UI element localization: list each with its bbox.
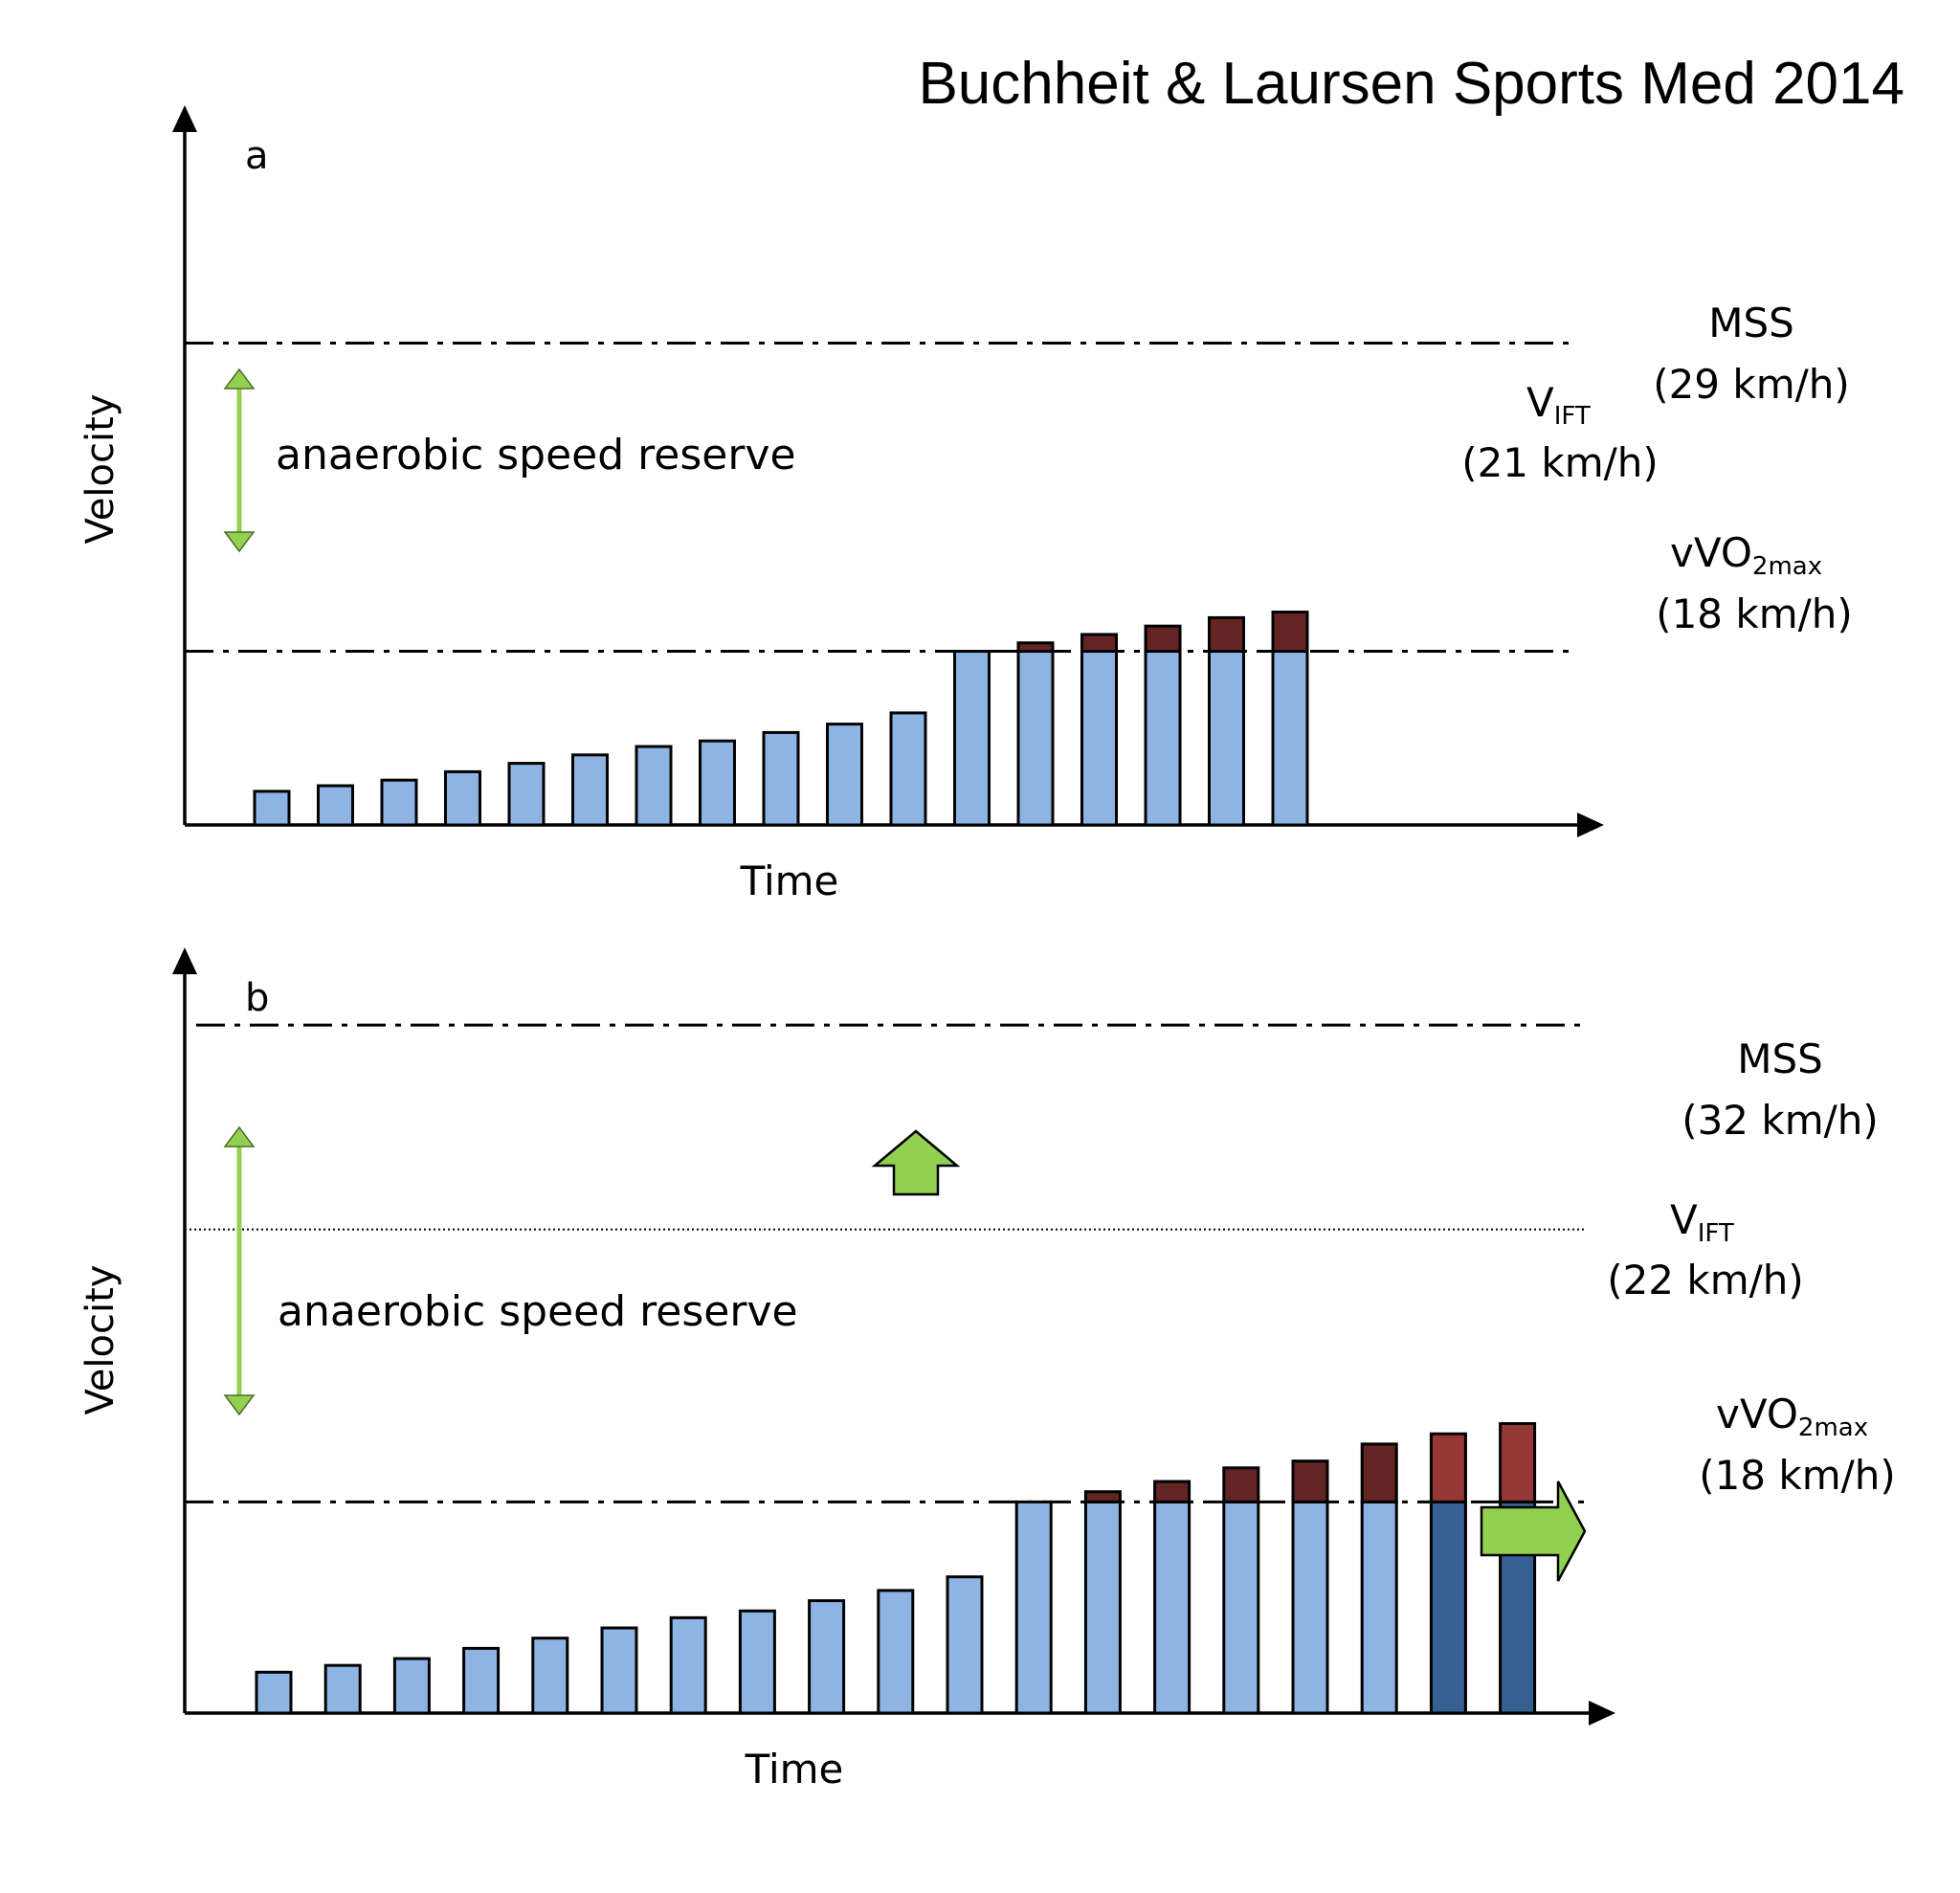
panel-a-mss-value: (29 km/h) xyxy=(1653,361,1850,408)
panel-b-mss-value: (32 km/h) xyxy=(1682,1097,1879,1144)
panel-b-vift-value: (22 km/h) xyxy=(1607,1257,1804,1303)
panel-b-bar-anaerobic-14 xyxy=(1153,1480,1192,1503)
panel-a-reserve-arrow xyxy=(223,367,256,553)
panel-a-bar-anaerobic-15 xyxy=(1144,624,1182,654)
panel-b-bar-aerobic-18 xyxy=(1429,1500,1467,1715)
panel-b-bar-aerobic-2 xyxy=(323,1663,362,1715)
panel-a-vvo2max-label: vVO2max xyxy=(1670,529,1822,581)
panel-b-bar-aerobic-8 xyxy=(738,1609,776,1715)
panel-a-bar-anaerobic-13 xyxy=(1016,641,1055,654)
panel-b-right-arrow xyxy=(1480,1481,1587,1582)
panel-b-bar-aerobic-12 xyxy=(1014,1500,1053,1715)
panel-b-up-arrow xyxy=(871,1129,961,1196)
panel-a-bar-aerobic-13 xyxy=(1016,650,1055,827)
panel-b-reserve-arrow xyxy=(223,1125,256,1416)
panel-b-xlabel: Time xyxy=(745,1746,844,1793)
panel-b-bar-aerobic-16 xyxy=(1291,1500,1329,1715)
panel-b-ylabel: Velocity xyxy=(78,1265,122,1415)
svg-text:vVO2max: vVO2max xyxy=(1716,1391,1868,1442)
panel-a-bar-aerobic-2 xyxy=(317,784,354,827)
panel-b-bar-aerobic-14 xyxy=(1153,1500,1192,1715)
panel-b-bar-aerobic-11 xyxy=(946,1575,984,1715)
panel-b-reserve-label: anaerobic speed reserve xyxy=(278,1287,798,1336)
panel-a-bar-aerobic-16 xyxy=(1208,650,1245,827)
panel-b-y-axis-arrowhead xyxy=(172,947,197,974)
panel-b-bars xyxy=(255,1422,1537,1715)
panel-a-bar-aerobic-14 xyxy=(1080,650,1118,827)
panel-b-bar-aerobic-7 xyxy=(669,1615,707,1715)
panel-b-mss-name: MSS xyxy=(1737,1036,1823,1082)
panel-a-bar-aerobic-8 xyxy=(699,739,736,827)
svg-text:vVO2max: vVO2max xyxy=(1670,529,1822,581)
panel-b-bar-aerobic-15 xyxy=(1222,1500,1260,1715)
panel-a-vift-label: VIFT xyxy=(1526,379,1591,431)
panel-b-bar-aerobic-13 xyxy=(1083,1500,1122,1715)
panel-a-ylabel: Velocity xyxy=(78,394,122,545)
panel-b: b Velocity Time anaerobic speed reserve … xyxy=(78,947,1896,1793)
figure-source-title: Buchheit & Laursen Sports Med 2014 xyxy=(918,51,1904,117)
panel-a-bar-aerobic-17 xyxy=(1271,650,1309,827)
panel-a-bar-aerobic-1 xyxy=(253,790,291,827)
panel-a-reserve-label: anaerobic speed reserve xyxy=(276,431,796,479)
panel-a-bar-aerobic-15 xyxy=(1144,650,1182,827)
panel-b-x-axis-arrowhead xyxy=(1589,1701,1615,1726)
panel-b-bar-anaerobic-13 xyxy=(1083,1490,1122,1503)
panel-a-bar-aerobic-12 xyxy=(953,650,991,827)
panel-a-mss-name: MSS xyxy=(1708,300,1794,346)
panel-a-bar-aerobic-4 xyxy=(444,769,481,827)
panel-b-bar-aerobic-17 xyxy=(1360,1500,1398,1715)
panel-a-bar-aerobic-5 xyxy=(507,762,546,827)
panel-b-bar-aerobic-10 xyxy=(877,1589,915,1715)
panel-a-bar-aerobic-6 xyxy=(571,753,609,827)
panel-a-bar-aerobic-9 xyxy=(762,730,800,827)
panel-b-bar-aerobic-5 xyxy=(531,1637,569,1715)
panel-a-x-axis-arrowhead xyxy=(1577,813,1604,837)
panel-b-label: b xyxy=(245,976,269,1020)
panel-a-bar-aerobic-10 xyxy=(826,723,863,827)
panel-a-xlabel: Time xyxy=(740,857,839,904)
panel-a-bar-anaerobic-17 xyxy=(1271,611,1309,654)
panel-b-vvo2max-label: vVO2max xyxy=(1716,1391,1868,1442)
panel-b-bar-anaerobic-16 xyxy=(1291,1459,1329,1503)
panel-b-bar-anaerobic-17 xyxy=(1360,1442,1398,1503)
panel-a-label: a xyxy=(245,134,269,178)
svg-text:VIFT: VIFT xyxy=(1526,379,1591,431)
panel-b-vift-label: VIFT xyxy=(1670,1196,1734,1248)
panel-b-bar-aerobic-1 xyxy=(255,1670,293,1715)
panel-b-bar-aerobic-6 xyxy=(600,1626,638,1715)
panel-b-vvo2max-value: (18 km/h) xyxy=(1699,1452,1896,1499)
panel-a-bar-anaerobic-16 xyxy=(1208,615,1245,654)
panel-a-bars xyxy=(253,611,1309,827)
panel-b-bar-aerobic-3 xyxy=(392,1657,431,1715)
panel-a-bar-aerobic-3 xyxy=(380,778,418,827)
panel-a-bar-anaerobic-14 xyxy=(1080,633,1118,654)
panel-a-vvo2max-value: (18 km/h) xyxy=(1656,590,1853,637)
panel-a-vift-value: (21 km/h) xyxy=(1461,439,1659,486)
panel-a-bar-aerobic-7 xyxy=(635,745,673,827)
panel-b-bar-anaerobic-19 xyxy=(1499,1422,1537,1503)
panel-b-bar-aerobic-9 xyxy=(808,1599,846,1715)
panel-b-bar-anaerobic-15 xyxy=(1222,1466,1260,1503)
panel-a: a Velocity Time anaerobic speed reserve … xyxy=(78,105,1853,904)
panel-b-bar-aerobic-4 xyxy=(462,1646,501,1715)
svg-text:VIFT: VIFT xyxy=(1670,1196,1734,1248)
panel-a-y-axis-arrowhead xyxy=(172,105,197,132)
panel-b-bar-anaerobic-18 xyxy=(1429,1432,1467,1503)
panel-a-bar-aerobic-11 xyxy=(889,711,927,827)
